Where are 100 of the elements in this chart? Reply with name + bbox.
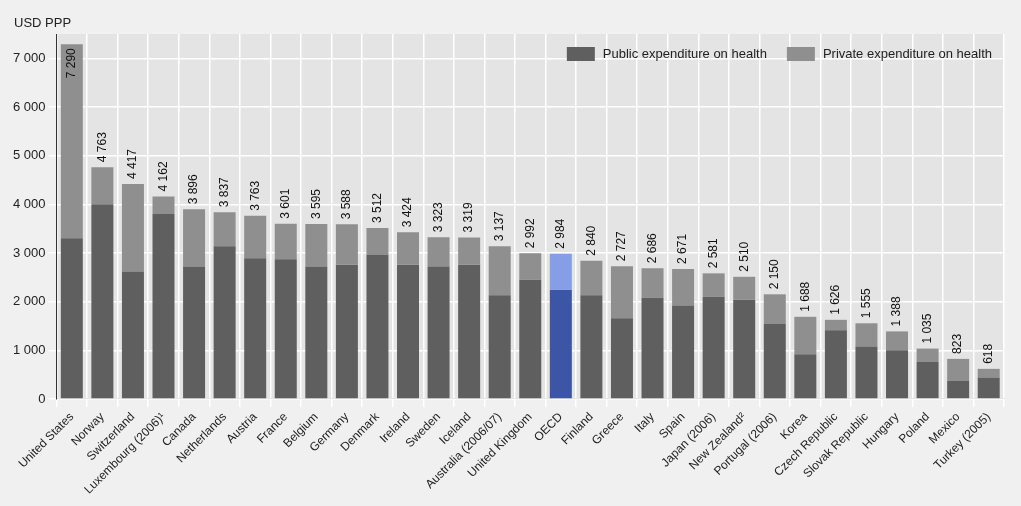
y-tick-label: 6 000 [12, 98, 46, 114]
bar [886, 331, 909, 351]
total-label: 2 840 [583, 225, 598, 256]
bar [335, 264, 358, 399]
bar [121, 271, 144, 399]
bar [916, 348, 939, 362]
bar [519, 253, 542, 280]
total-label: 3 837 [216, 176, 231, 208]
bar [458, 264, 481, 399]
bar [672, 268, 695, 306]
bar [244, 215, 267, 259]
total-label: 618 [981, 343, 996, 364]
bar [763, 324, 786, 399]
bar [366, 254, 389, 399]
bar [91, 204, 114, 399]
total-label: 3 137 [492, 210, 507, 242]
bar [274, 259, 297, 399]
total-label: 3 896 [186, 174, 201, 205]
total-label: 2 510 [736, 241, 751, 272]
total-label: 2 727 [614, 230, 629, 262]
x-tick-label: Italy [631, 409, 657, 436]
total-label: 2 992 [522, 218, 537, 249]
bar [824, 319, 847, 331]
total-label: 3 601 [278, 188, 293, 219]
total-label: 4 417 [125, 148, 140, 180]
bar [213, 246, 236, 399]
total-label: 3 323 [430, 201, 445, 233]
total-label: 1 388 [889, 296, 904, 327]
bar [672, 305, 695, 399]
bar [183, 266, 206, 399]
bar [244, 258, 267, 399]
bar [519, 279, 542, 399]
bar [855, 346, 878, 399]
total-label: 1 688 [797, 281, 812, 312]
total-label: 7 290 [64, 47, 79, 79]
bar [916, 361, 939, 399]
bar [763, 294, 786, 324]
bar [397, 264, 420, 399]
bar [794, 316, 817, 355]
bar [702, 296, 725, 399]
total-label: 2 671 [675, 233, 690, 264]
bar [610, 318, 633, 399]
bar [91, 167, 114, 205]
bar [121, 184, 144, 272]
total-label: 1 035 [919, 313, 934, 344]
total-label: 2 686 [644, 232, 659, 264]
total-label: 3 319 [461, 202, 476, 233]
bar [274, 223, 297, 260]
bar [977, 377, 1000, 399]
total-label: 2 581 [705, 237, 720, 269]
bar [488, 295, 511, 399]
bar [366, 228, 389, 255]
total-label: 4 162 [155, 161, 170, 192]
bar [641, 297, 664, 399]
bar [733, 299, 756, 399]
bar [580, 260, 603, 296]
total-label: 1 555 [858, 287, 873, 319]
bar [549, 289, 572, 399]
bar [183, 209, 206, 267]
y-tick-label: 1 000 [12, 341, 46, 357]
total-label: 2 150 [767, 258, 782, 290]
bar [335, 224, 358, 265]
bar [855, 323, 878, 347]
y-tick-label: 7 000 [12, 49, 46, 65]
bar [641, 268, 664, 298]
y-tick-label: 2 000 [12, 293, 46, 309]
bar [427, 266, 450, 399]
bar [610, 266, 633, 319]
bar [397, 232, 420, 265]
y-axis-title: USD PPP [14, 15, 72, 31]
bar [549, 253, 572, 290]
bar [702, 273, 725, 297]
bar [427, 237, 450, 267]
y-tick-label: 4 000 [12, 195, 46, 211]
bar [580, 295, 603, 399]
bar [152, 196, 175, 215]
bar [60, 238, 83, 399]
bar [213, 212, 236, 247]
bar [886, 350, 909, 399]
total-label: 4 763 [94, 131, 109, 163]
legend-label: Public expenditure on health [602, 45, 767, 61]
y-tick-label: 3 000 [12, 244, 46, 260]
bar [733, 276, 756, 300]
total-label: 3 424 [400, 196, 415, 228]
bar [305, 224, 328, 267]
total-label: 3 512 [369, 192, 384, 224]
bar [977, 368, 1000, 378]
bar [824, 330, 847, 399]
bar [794, 354, 817, 399]
total-label: 1 626 [828, 284, 843, 315]
legend-label: Private expenditure on health [822, 45, 993, 61]
total-label: 823 [950, 333, 965, 354]
total-label: 3 588 [339, 189, 354, 220]
total-label: 3 595 [308, 188, 323, 220]
bar [947, 358, 970, 381]
bar [458, 237, 481, 265]
bar [488, 246, 511, 296]
y-tick-label: 0 [38, 390, 46, 406]
bar [152, 214, 175, 399]
total-label: 3 763 [247, 180, 262, 211]
